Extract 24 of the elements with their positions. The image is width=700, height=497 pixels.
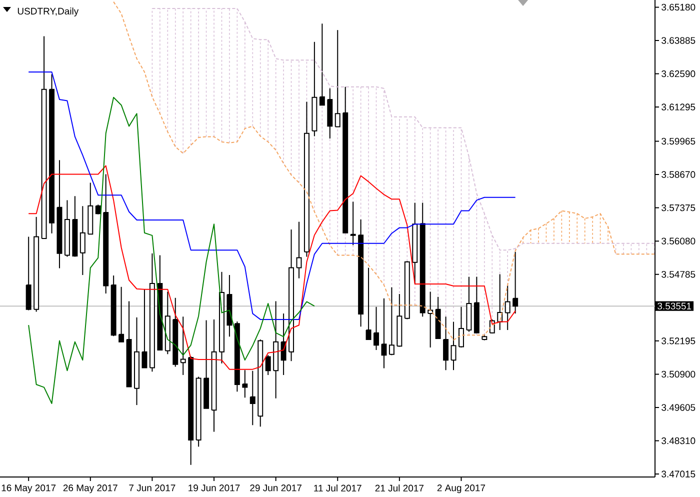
x-tick-label: 26 May 2017 <box>63 484 118 494</box>
y-tick-label: 3.50900 <box>662 370 696 378</box>
x-tick-label: 21 Jul 2017 <box>375 484 424 492</box>
text: USDTRY,Daily <box>18 8 79 16</box>
x-tick-label: 7 Jun 2017 <box>129 484 176 492</box>
y-tick-label: 3.47015 <box>662 470 696 478</box>
x-tick-label: 16 May 2017 <box>2 484 56 494</box>
y-tick-label: 3.56080 <box>662 238 696 244</box>
x-tick-label: 11 Jul 2017 <box>314 484 362 492</box>
y-tick-label: 3.58670 <box>662 171 696 178</box>
y-tick-label: 3.61295 <box>662 104 696 110</box>
y-tick-label: 3.49605 <box>662 404 696 411</box>
y-tick-label: 3.54785 <box>662 270 696 278</box>
y-tick-label: 3.57375 <box>662 204 696 212</box>
y-tick-label: 3.59965 <box>662 138 696 145</box>
x-tick-label: 19 Jun 2017 <box>188 484 240 492</box>
x-tick-label: 2 Aug 2017 <box>437 484 486 494</box>
x-tick-label: 29 Jun 2017 <box>250 484 302 492</box>
y-tick-label: 3.63885 <box>662 37 696 44</box>
y-tick-label: 3.52195 <box>662 338 696 344</box>
ref-line-label: 3.53551 <box>658 302 692 310</box>
y-tick-label: 3.48310 <box>662 437 696 444</box>
y-tick-label: 3.62590 <box>662 70 696 78</box>
y-tick-label: 3.65180 <box>662 4 696 11</box>
